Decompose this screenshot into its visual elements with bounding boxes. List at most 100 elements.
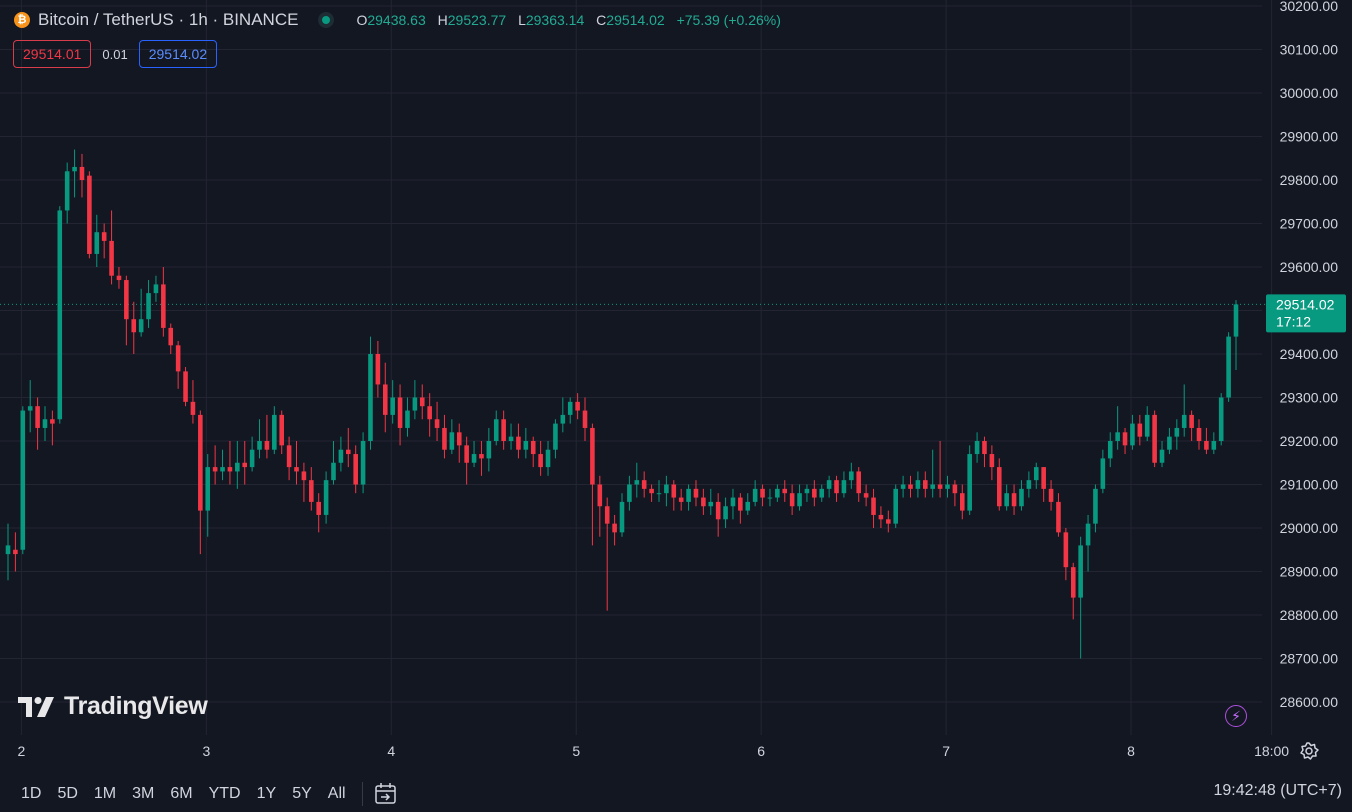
candle-body xyxy=(87,175,92,254)
candle-body xyxy=(649,488,654,494)
candle-body xyxy=(908,484,913,489)
candle-body xyxy=(72,166,77,172)
price-tick-label: 28700.00 xyxy=(1280,651,1339,667)
candle-body xyxy=(212,467,218,472)
candle-body xyxy=(1048,488,1054,502)
gear-icon[interactable] xyxy=(1298,740,1320,762)
candle-body xyxy=(1196,427,1202,441)
candle-body xyxy=(1204,441,1209,450)
candle xyxy=(745,493,751,515)
candle xyxy=(567,397,573,424)
candle-body xyxy=(553,423,558,450)
timeframe-6m[interactable]: 6M xyxy=(170,785,193,802)
candle-body xyxy=(242,462,248,468)
candle-body xyxy=(945,484,950,489)
timeframe-5y[interactable]: 5Y xyxy=(292,785,312,802)
candle-body xyxy=(57,210,63,420)
low-value: 29363.14 xyxy=(525,12,585,28)
time-axis[interactable]: 2 3 4 5 6 7 8 18:00 xyxy=(17,743,1289,759)
candle xyxy=(575,393,580,420)
candle xyxy=(1115,406,1120,450)
timeframe-3m[interactable]: 3M xyxy=(132,785,155,802)
candle xyxy=(109,210,114,285)
candle-body xyxy=(493,419,499,441)
candle-body xyxy=(508,436,514,441)
candle-body xyxy=(782,488,788,494)
symbol-title[interactable]: Bitcoin / TetherUS · 1h · BINANCE xyxy=(38,10,299,29)
candle-body xyxy=(479,454,484,459)
candle-body xyxy=(575,401,580,411)
candle-body xyxy=(1144,414,1150,437)
candle-body xyxy=(1056,501,1061,533)
market-status-icon[interactable] xyxy=(318,12,335,28)
candle-body xyxy=(1004,493,1009,507)
candle xyxy=(64,162,70,224)
candle xyxy=(1130,414,1135,450)
candle xyxy=(13,532,18,572)
candle xyxy=(198,410,203,555)
candle-body xyxy=(671,484,677,498)
candle xyxy=(1137,414,1143,446)
candle xyxy=(368,336,373,450)
candle-body xyxy=(959,493,965,511)
timeframe-1d[interactable]: 1D xyxy=(21,785,42,802)
candle xyxy=(1233,300,1239,371)
candle-body xyxy=(249,449,255,468)
open-label: O xyxy=(356,12,368,28)
price-axis[interactable]: 30200.00 30100.00 30000.00 29900.00 29800.00… xyxy=(1280,0,1339,710)
candle-body xyxy=(678,497,684,502)
candle xyxy=(360,432,366,494)
timeframe-all[interactable]: All xyxy=(327,785,346,802)
candle xyxy=(353,445,358,494)
timeframe-ytd[interactable]: YTD xyxy=(208,785,241,802)
bitcoin-icon: ₿ xyxy=(14,12,30,28)
candle xyxy=(826,475,832,498)
sell-button[interactable]: 29514.01 xyxy=(13,40,92,68)
candle-body xyxy=(449,432,455,450)
price-tick-label: 30200.00 xyxy=(1280,0,1339,14)
candle xyxy=(42,406,48,441)
candle-body xyxy=(530,441,536,455)
candle xyxy=(738,493,743,524)
candle-body xyxy=(323,480,329,515)
candle xyxy=(94,214,100,267)
candle xyxy=(1144,406,1150,441)
price-tick-label: 29000.00 xyxy=(1280,520,1339,536)
candle xyxy=(812,480,817,507)
candle-body xyxy=(863,493,869,498)
candle-body xyxy=(590,427,595,485)
candle xyxy=(272,406,277,455)
candle xyxy=(375,340,381,398)
candle-body xyxy=(686,488,691,502)
candle xyxy=(1063,528,1069,581)
candle-body xyxy=(597,484,603,507)
candle xyxy=(989,445,995,481)
candle-body xyxy=(900,484,906,489)
timeframe-1m[interactable]: 1M xyxy=(93,785,117,802)
candle xyxy=(841,471,847,498)
price-tick-label: 28600.00 xyxy=(1280,694,1339,710)
price-tick-label: 30000.00 xyxy=(1280,85,1339,101)
candle-body xyxy=(1181,414,1187,428)
lightning-icon[interactable]: ⚡ xyxy=(1225,705,1247,727)
candle xyxy=(627,475,632,511)
candle-body xyxy=(1174,427,1180,437)
buy-button[interactable]: 29514.02 xyxy=(138,40,218,68)
candle xyxy=(612,514,617,546)
candle xyxy=(508,423,514,450)
toolbar-divider xyxy=(361,782,363,806)
candlestick-chart[interactable]: 30200.00 30100.00 30000.00 29900.00 29800.00… xyxy=(0,0,1352,776)
candle xyxy=(501,410,506,450)
candle xyxy=(634,462,640,498)
tradingview-logo[interactable]: TradingView xyxy=(18,692,208,721)
candle xyxy=(227,441,233,485)
candle-body xyxy=(760,488,765,498)
clock-timezone[interactable]: 19:42:48 (UTC+7) xyxy=(1213,782,1342,799)
price-tick-label: 28800.00 xyxy=(1280,607,1339,623)
candle xyxy=(1204,427,1209,455)
goto-date-icon[interactable] xyxy=(373,781,399,807)
timeframe-1y[interactable]: 1Y xyxy=(256,785,277,802)
candle xyxy=(390,380,395,424)
candle-body xyxy=(708,501,714,507)
timeframe-5d[interactable]: 5D xyxy=(57,785,78,802)
